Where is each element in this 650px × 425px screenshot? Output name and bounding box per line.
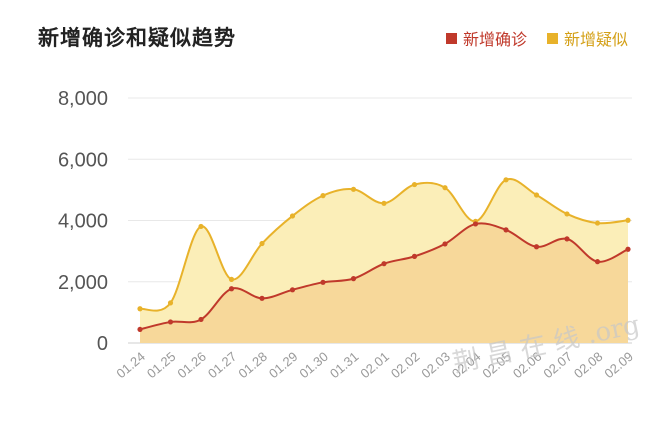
chart-title: 新增确诊和疑似趋势: [38, 26, 236, 50]
data-point: [350, 276, 357, 282]
data-point: [381, 261, 387, 267]
data-point: [533, 192, 540, 198]
data-point: [411, 181, 418, 188]
legend-swatch-confirmed: [445, 32, 457, 44]
data-point: [320, 279, 326, 285]
data-point: [594, 259, 601, 265]
x-tick-label: 02.08: [571, 349, 606, 381]
legend-swatch-suspected: [546, 32, 558, 44]
data-point: [289, 287, 296, 293]
legend-label-suspected: 新增疑似: [563, 30, 628, 49]
data-point: [289, 213, 296, 219]
data-point: [411, 253, 418, 259]
legend: 新增确诊 新增疑似: [445, 26, 628, 50]
legend-item-confirmed: 新增确诊: [445, 26, 527, 50]
series-area-confirmed: [140, 223, 628, 343]
data-point: [350, 186, 357, 192]
x-tick-label: 01.30: [296, 349, 331, 381]
data-point: [503, 177, 509, 183]
data-point: [625, 217, 631, 223]
x-tick-label: 02.03: [418, 349, 453, 381]
data-point: [137, 306, 143, 312]
data-point: [594, 220, 601, 226]
x-tick-label: 01.28: [235, 349, 270, 381]
data-point: [472, 221, 479, 227]
x-tick-label: 01.29: [266, 349, 301, 381]
y-tick-label: 4,000: [58, 211, 108, 233]
x-tick-label: 02.02: [388, 349, 423, 381]
data-point: [564, 236, 570, 242]
data-point: [228, 276, 235, 282]
x-tick-label: 02.01: [357, 349, 392, 381]
data-point: [259, 295, 265, 301]
data-point: [564, 211, 570, 217]
x-tick-label: 01.27: [205, 349, 240, 381]
data-point: [381, 200, 387, 206]
x-tick-label: 01.31: [327, 349, 362, 381]
data-point: [442, 241, 448, 247]
data-point: [533, 244, 540, 250]
data-point: [625, 246, 631, 252]
data-point: [320, 193, 326, 199]
data-point: [137, 326, 143, 333]
y-tick-label: 2,000: [58, 272, 108, 294]
legend-label-confirmed: 新增确诊: [462, 30, 527, 49]
data-point: [259, 240, 265, 247]
data-point: [198, 316, 204, 323]
data-point: [167, 319, 174, 325]
data-point: [198, 223, 204, 230]
x-tick-label: 01.26: [174, 349, 209, 381]
y-tick-label: 8,000: [58, 88, 108, 110]
x-tick-label: 02.09: [601, 349, 636, 381]
y-tick-label: 6,000: [58, 149, 108, 171]
data-point: [442, 185, 448, 191]
data-point: [228, 286, 235, 292]
x-tick-label: 01.24: [113, 349, 148, 381]
data-point: [503, 227, 509, 233]
legend-item-suspected: 新增疑似: [546, 26, 628, 50]
y-tick-label: 0: [97, 333, 108, 355]
x-tick-label: 01.25: [144, 349, 179, 381]
data-point: [167, 300, 174, 306]
